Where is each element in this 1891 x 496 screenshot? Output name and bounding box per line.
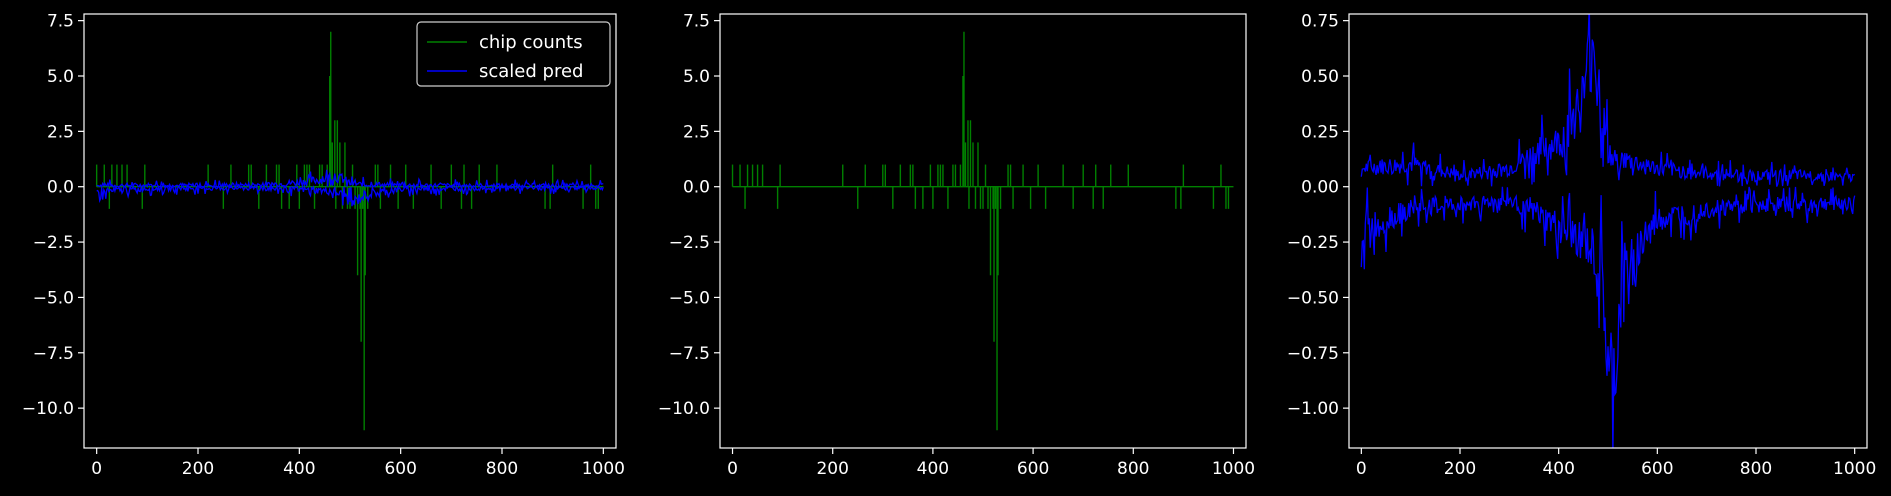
chart-3: 0 200 400 600 800 1000 0.75 0.50 0.25 0.00 −0.25 −0… bbox=[1287, 12, 1876, 479]
y-tick-label: −5.0 bbox=[669, 288, 710, 308]
x-tick-label: 600 bbox=[384, 459, 416, 479]
y-tick-label: 5.0 bbox=[47, 67, 74, 87]
y-tick-label: −0.50 bbox=[1287, 288, 1339, 308]
legend-label: scaled pred bbox=[479, 61, 583, 82]
x-tick-label: 1000 bbox=[1833, 459, 1876, 479]
x-tick-label: 400 bbox=[917, 459, 949, 479]
legend-box bbox=[416, 21, 611, 87]
series-line-upper bbox=[96, 169, 604, 190]
legend-label: chip counts bbox=[479, 32, 583, 53]
x-tick-label: 0 bbox=[91, 459, 102, 479]
x-tick-label: 0 bbox=[727, 459, 738, 479]
chart-2: 0 200 400 600 800 1000 7.5 5.0 2.5 0.0 −2.5 −5.0 −7.… bbox=[658, 12, 1255, 479]
y-tick-label: 0.0 bbox=[683, 178, 710, 198]
y-tick-label: −2.5 bbox=[669, 233, 710, 253]
x-tick-label: 800 bbox=[1117, 459, 1149, 479]
y-tick-label: −10.0 bbox=[658, 399, 710, 419]
x-tick-label: 800 bbox=[486, 459, 518, 479]
series-line-lower bbox=[96, 184, 604, 207]
x-tick-label: 200 bbox=[816, 459, 848, 479]
x-tick-label: 600 bbox=[1017, 459, 1049, 479]
y-tick-label: 0.00 bbox=[1301, 178, 1339, 198]
y-tick-label: 0.0 bbox=[47, 178, 74, 198]
y-tick-label: −10.0 bbox=[22, 399, 74, 419]
y-tick-label: −7.5 bbox=[669, 344, 710, 364]
y-tick-label: −2.5 bbox=[33, 233, 74, 253]
x-tick-label: 0 bbox=[1356, 459, 1367, 479]
series-line-lower bbox=[1360, 186, 1856, 448]
y-tick-label: 0.50 bbox=[1301, 67, 1339, 87]
y-tick-label: 2.5 bbox=[683, 122, 710, 142]
axes-frame bbox=[83, 13, 617, 449]
axes-frame bbox=[1348, 13, 1868, 449]
axes-frame bbox=[719, 13, 1247, 449]
y-tick-label: −5.0 bbox=[33, 288, 74, 308]
x-tick-label: 400 bbox=[1542, 459, 1574, 479]
y-tick-label: 5.0 bbox=[683, 67, 710, 87]
x-tick-label: 200 bbox=[182, 459, 214, 479]
series-line-upper bbox=[1360, 14, 1856, 187]
y-tick-label: 0.25 bbox=[1301, 122, 1339, 142]
x-tick-label: 600 bbox=[1641, 459, 1673, 479]
x-tick-label: 1000 bbox=[1212, 459, 1255, 479]
x-tick-label: 200 bbox=[1444, 459, 1476, 479]
y-tick-label: −7.5 bbox=[33, 344, 74, 364]
x-tick-label: 800 bbox=[1740, 459, 1772, 479]
x-tick-label: 1000 bbox=[582, 459, 625, 479]
plot-area bbox=[95, 31, 604, 431]
legend: chip counts scaled pred bbox=[416, 21, 611, 87]
y-tick-label: 7.5 bbox=[683, 12, 710, 32]
plot-area bbox=[731, 31, 1234, 431]
y-tick-label: −0.75 bbox=[1287, 344, 1339, 364]
y-tick-label: 7.5 bbox=[47, 12, 74, 32]
chart-1: 0 200 400 600 800 1000 7.5 5.0 2.5 0.0 −2.5 −5.0 −7.… bbox=[22, 12, 625, 479]
plot-area bbox=[1360, 14, 1856, 448]
y-tick-label: −0.25 bbox=[1287, 233, 1339, 253]
x-tick-label: 400 bbox=[283, 459, 315, 479]
y-tick-label: 2.5 bbox=[47, 122, 74, 142]
y-tick-label: −1.00 bbox=[1287, 399, 1339, 419]
y-tick-label: 0.75 bbox=[1301, 12, 1339, 32]
